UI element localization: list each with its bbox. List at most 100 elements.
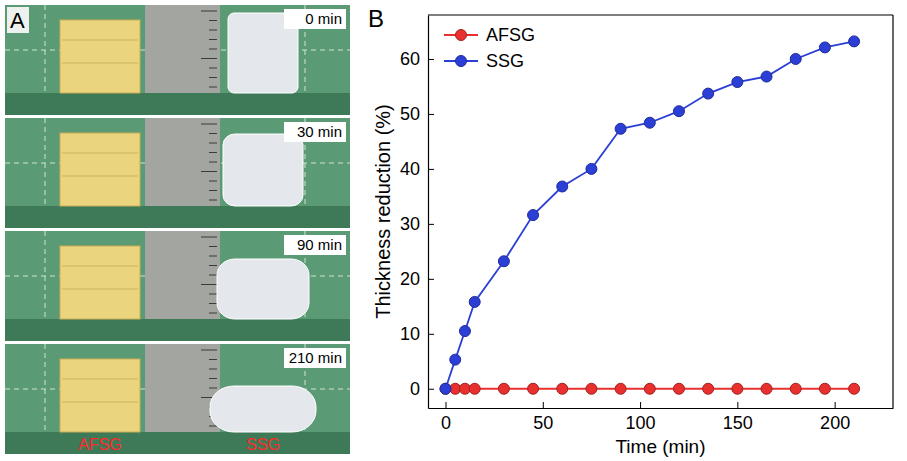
frame-right	[892, 15, 893, 408]
ruler-tick	[209, 313, 217, 314]
tick: 50	[533, 402, 553, 433]
data-point	[761, 71, 772, 82]
tick: 100	[626, 402, 656, 433]
data-point	[528, 210, 539, 221]
ruler-tick	[209, 256, 217, 257]
tick: 20	[400, 269, 434, 289]
axis-line	[428, 16, 429, 409]
ruler-tick	[209, 190, 217, 191]
ruler-tick	[209, 246, 217, 247]
y-axis-title: Thickness reduction (%)	[372, 104, 394, 319]
tick: 50	[400, 104, 434, 124]
data-point	[469, 383, 480, 394]
tick-mark	[428, 59, 434, 60]
photo-background	[5, 118, 350, 228]
afsg-sample	[60, 359, 140, 432]
ruler-tick	[209, 162, 217, 163]
tick-label: 100	[626, 413, 656, 433]
ruler-tick	[209, 378, 217, 379]
afsg-sample	[60, 20, 140, 93]
time-label: 0 min	[305, 10, 342, 27]
panel-a: 0 minA30 min90 min210 minAFSGSSG	[5, 5, 350, 454]
data-point	[732, 383, 743, 394]
tick: 0	[410, 379, 434, 399]
tick-mark	[428, 114, 434, 115]
ruler-tick	[209, 265, 217, 266]
data-point	[528, 383, 539, 394]
legend: AFSG SSG	[444, 25, 535, 71]
tick-mark	[640, 402, 641, 408]
tick-mark	[428, 334, 434, 335]
tick-mark	[428, 224, 434, 225]
table-surface	[5, 432, 350, 454]
ruler-tick	[209, 388, 217, 389]
time-label-box	[284, 235, 346, 255]
sample-texture	[62, 402, 138, 403]
tick-label: 200	[820, 413, 850, 433]
ruler-tick	[209, 20, 217, 21]
ruler	[145, 344, 220, 432]
ssg-sample	[217, 259, 309, 319]
ruler-tick	[209, 49, 217, 50]
data-point	[790, 383, 801, 394]
tick: 0	[441, 402, 451, 433]
data-point	[557, 181, 568, 192]
ruler-tick	[201, 284, 217, 285]
legend-label: SSG	[486, 51, 524, 71]
tick-label: 50	[400, 104, 420, 124]
tick-label: 10	[400, 324, 420, 344]
data-point	[440, 383, 451, 394]
panel-letter-patch	[7, 7, 29, 33]
y-axis: 0102030405060	[400, 16, 434, 409]
ruler-tick	[209, 426, 217, 427]
sample-texture	[62, 40, 138, 41]
sample-texture	[62, 379, 138, 380]
legend-label: AFSG	[486, 25, 535, 45]
x-axis-title: Time (min)	[615, 436, 705, 457]
tick: 40	[400, 159, 434, 179]
ruler-tick	[201, 350, 217, 351]
table-surface	[5, 93, 350, 115]
ruler-tick	[209, 152, 217, 153]
data-point	[819, 42, 830, 53]
tick: 30	[400, 214, 434, 234]
data-point	[557, 383, 568, 394]
data-point	[498, 256, 509, 267]
data-point	[790, 53, 801, 64]
sample-texture	[62, 176, 138, 177]
data-point	[615, 123, 626, 134]
photo-background	[5, 344, 350, 454]
ruler-tick	[209, 77, 217, 78]
afsg-sample	[60, 246, 140, 319]
tick-mark	[428, 279, 434, 280]
ruler-tick	[209, 143, 217, 144]
photo-frame: 210 minAFSGSSG	[5, 344, 350, 454]
tick-label: 0	[410, 379, 420, 399]
ruler-tick	[209, 359, 217, 360]
tick-label: 50	[533, 413, 553, 433]
tick: 10	[400, 324, 434, 344]
data-point	[732, 77, 743, 88]
tick-mark	[835, 402, 836, 408]
ruler-tick	[209, 294, 217, 295]
data-point	[673, 106, 684, 117]
sample-texture	[62, 63, 138, 64]
axis-line	[429, 408, 894, 409]
table-surface	[5, 206, 350, 228]
table-surface	[5, 319, 350, 341]
tick-mark	[543, 402, 544, 408]
sample-texture	[62, 266, 138, 267]
photo-frame: 0 min A	[5, 5, 350, 115]
ssg-sample	[210, 386, 316, 432]
ruler-tick	[209, 181, 217, 182]
ruler-tick	[209, 275, 217, 276]
photo-frame: 30 min	[5, 118, 350, 228]
ruler-tick	[201, 11, 217, 12]
data-point	[644, 383, 655, 394]
ruler-tick	[209, 369, 217, 370]
tick-label: 20	[400, 269, 420, 289]
data-point	[644, 117, 655, 128]
ruler-tick	[209, 30, 217, 31]
data-point	[703, 88, 714, 99]
panel-letter: A	[10, 8, 25, 33]
